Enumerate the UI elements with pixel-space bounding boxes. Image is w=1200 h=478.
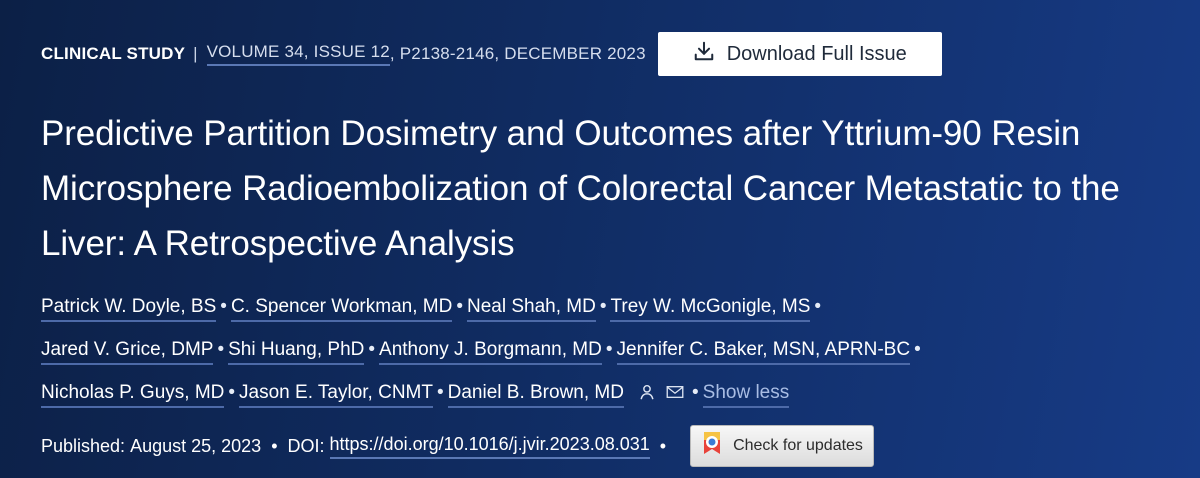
author-list: Patrick W. Doyle, BS • C. Spencer Workman,… xyxy=(41,285,1181,417)
author-link[interactable]: Nicholas P. Guys, MD xyxy=(41,382,225,408)
pub-separator: • xyxy=(659,435,667,456)
author-separator: • xyxy=(228,382,236,403)
corresponding-author-icons xyxy=(638,374,684,417)
author-link[interactable]: Jason E. Taylor, CNMT xyxy=(239,382,433,408)
published-label: Published: xyxy=(41,435,126,456)
download-full-issue-button[interactable]: Download Full Issue xyxy=(657,32,942,76)
person-icon[interactable] xyxy=(638,374,656,417)
published-date: August 25, 2023 xyxy=(130,435,262,456)
author-separator: • xyxy=(220,296,227,317)
author-link[interactable]: Neal Shah, MD xyxy=(466,296,596,322)
author-separator: • xyxy=(914,339,921,360)
author-separator: • xyxy=(456,296,463,317)
author-separator: • xyxy=(368,339,376,360)
author-separator: • xyxy=(599,296,607,317)
meta-separator: | xyxy=(193,44,198,63)
article-meta: CLINICAL STUDY | VOLUME 34, ISSUE 12 , P… xyxy=(41,32,942,76)
author-separator: • xyxy=(691,382,699,403)
download-icon xyxy=(693,40,715,68)
pages-date: , P2138-2146, DECEMBER 2023 xyxy=(389,44,646,63)
check-updates-label: Check for updates xyxy=(733,437,863,454)
author-link[interactable]: Daniel B. Brown, MD xyxy=(447,382,624,408)
author-link[interactable]: Patrick W. Doyle, BS xyxy=(41,296,217,322)
author-link[interactable]: Jared V. Grice, DMP xyxy=(41,339,214,365)
author-separator: • xyxy=(217,339,225,360)
author-separator: • xyxy=(814,296,822,317)
check-for-updates-button[interactable]: Check for updates xyxy=(690,425,875,467)
author-link[interactable]: Anthony J. Borgmann, MD xyxy=(379,339,602,365)
author-link[interactable]: Shi Huang, PhD xyxy=(228,339,365,365)
author-link[interactable]: C. Spencer Workman, MD xyxy=(230,296,453,322)
author-separator: • xyxy=(436,382,444,403)
article-type: CLINICAL STUDY xyxy=(41,44,186,63)
crossmark-icon xyxy=(701,430,723,463)
mail-icon[interactable] xyxy=(666,374,684,417)
show-less-toggle[interactable]: Show less xyxy=(702,382,790,408)
author-separator: • xyxy=(605,339,613,360)
author-link[interactable]: Trey W. McGonigle, MS xyxy=(610,296,811,322)
download-label: Download Full Issue xyxy=(726,42,907,65)
pub-separator: • xyxy=(271,435,278,456)
doi-link[interactable]: https://doi.org/10.1016/j.jvir.2023.08.0… xyxy=(329,434,650,459)
article-title: Predictive Partition Dosimetry and Outco… xyxy=(41,114,1120,263)
volume-issue-link[interactable]: VOLUME 34, ISSUE 12 xyxy=(206,42,390,66)
doi-label: DOI: xyxy=(287,435,325,456)
publication-info: Published: August 25, 2023 • DOI: https:… xyxy=(41,424,875,468)
author-link[interactable]: Jennifer C. Baker, MSN, APRN-BC xyxy=(616,339,911,365)
